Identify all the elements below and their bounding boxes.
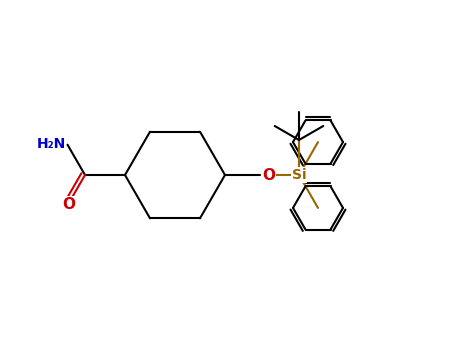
Text: Si: Si: [292, 168, 306, 182]
Text: O: O: [262, 168, 275, 182]
Text: H₂N: H₂N: [36, 137, 66, 151]
Text: O: O: [62, 197, 76, 212]
